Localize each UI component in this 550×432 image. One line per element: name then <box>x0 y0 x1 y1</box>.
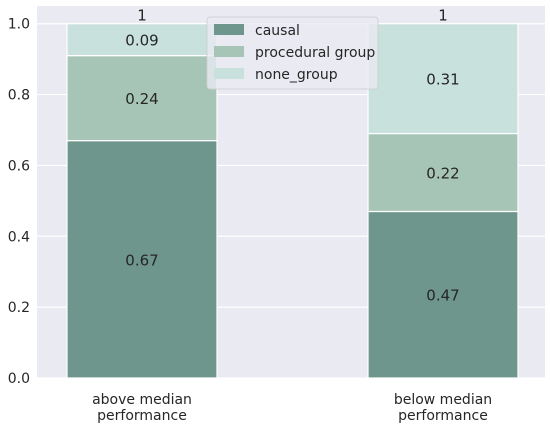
legend-swatch <box>214 24 244 35</box>
x-category-label: below median performance <box>394 392 492 424</box>
legend-label: procedural group <box>255 45 375 61</box>
bars <box>66 23 519 379</box>
y-tick-label: 0.0 <box>8 371 30 387</box>
bar-segment-procedural-group <box>66 54 218 142</box>
segment-value-label: 0.22 <box>426 165 459 183</box>
legend: causal procedural group none_group <box>206 16 379 90</box>
bar-segment-none-group <box>367 23 519 135</box>
y-tick-label: 0.4 <box>8 229 30 245</box>
y-axis-ticks: 0.0 0.2 0.4 0.6 0.8 1.0 <box>8 17 30 387</box>
legend-label: causal <box>255 23 300 39</box>
total-value-label: 1 <box>438 7 448 25</box>
segment-value-label: 0.31 <box>426 71 459 89</box>
segment-value-label: 0.24 <box>125 90 158 108</box>
segment-value-label: 0.67 <box>125 251 158 269</box>
legend-box <box>206 16 379 90</box>
x-category-label: above median performance <box>92 392 192 424</box>
y-tick-label: 0.8 <box>8 88 30 104</box>
legend-label: none_group <box>255 67 338 83</box>
segment-labels: 0.67 0.24 0.09 0.47 0.22 0.31 <box>125 32 459 305</box>
y-tick-label: 0.6 <box>8 158 30 174</box>
y-tick-label: 1.0 <box>8 17 30 33</box>
bar-segment-causal <box>66 140 218 379</box>
segment-value-label: 0.09 <box>125 32 158 50</box>
x-axis-category-labels: above median performance below median perfo… <box>92 392 492 424</box>
bar-segment-none-group <box>66 23 218 57</box>
bar-segment-procedural-group <box>367 132 519 213</box>
legend-swatch <box>214 46 244 57</box>
total-value-label: 1 <box>137 7 147 25</box>
y-tick-label: 0.2 <box>8 300 30 316</box>
segment-value-label: 0.47 <box>426 287 459 305</box>
bar-segment-causal <box>367 210 519 379</box>
legend-swatch <box>214 68 244 79</box>
